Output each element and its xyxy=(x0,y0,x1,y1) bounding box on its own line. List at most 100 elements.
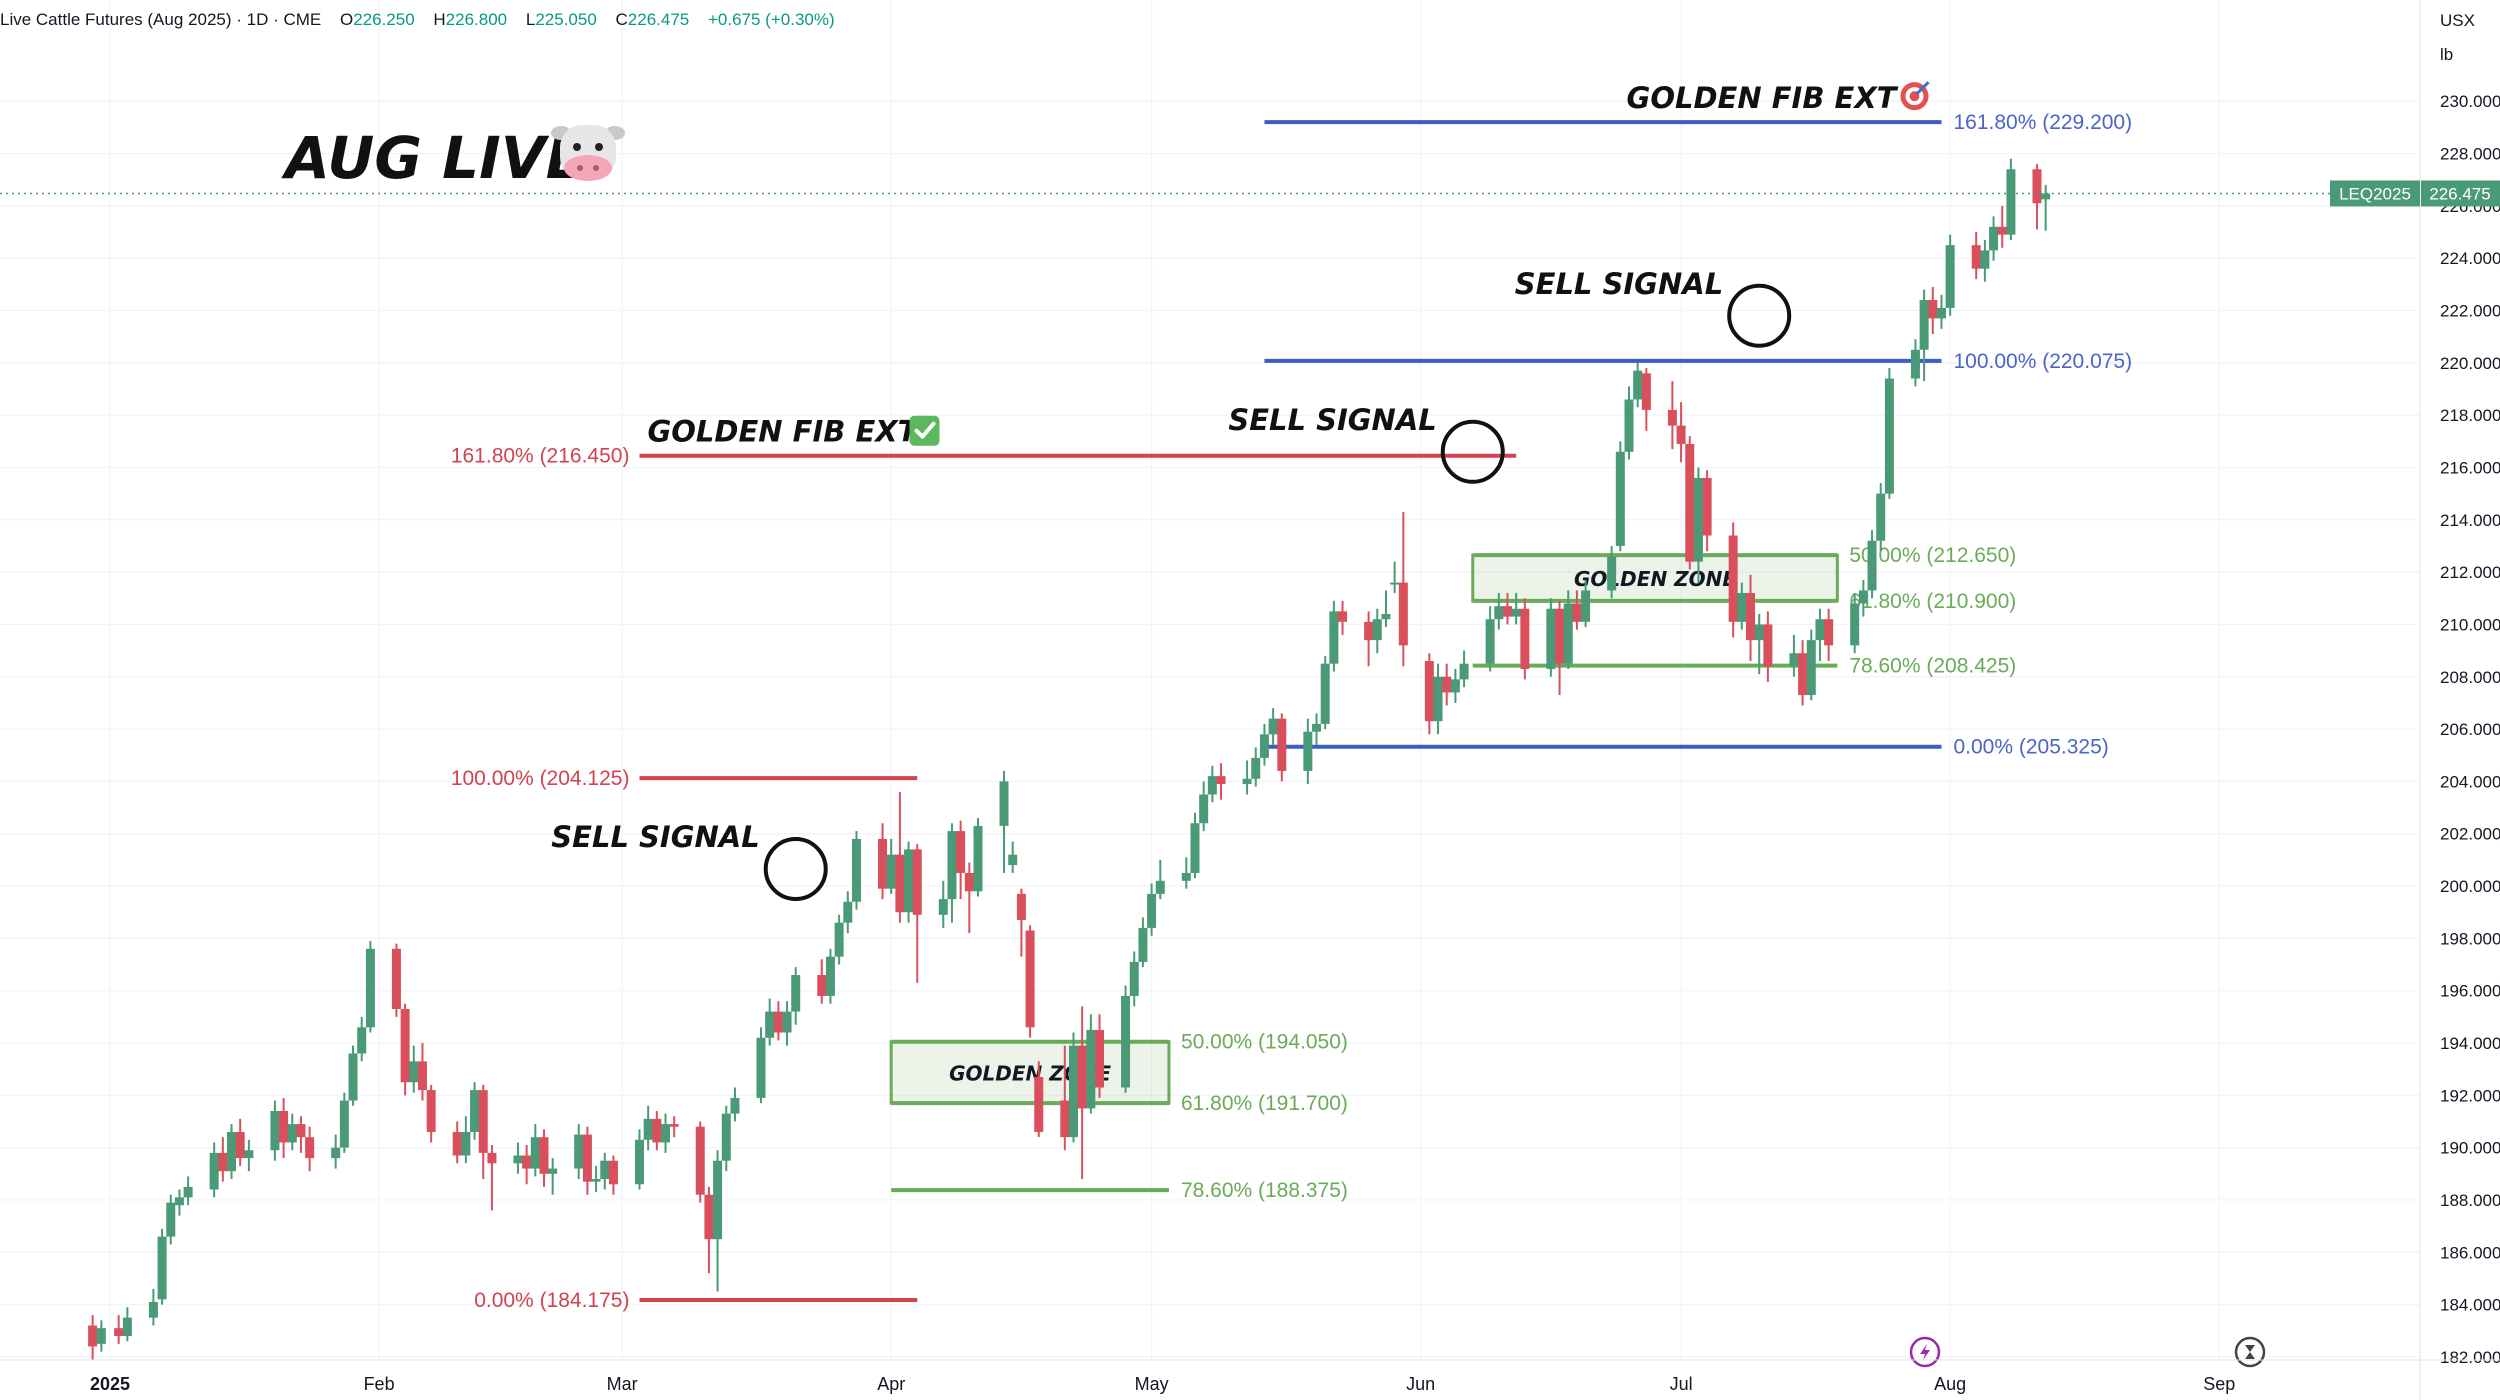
candle-body xyxy=(1147,893,1157,928)
candle-body xyxy=(1433,676,1443,722)
candle-body xyxy=(183,1186,193,1198)
candle-body xyxy=(1008,854,1018,866)
candle-body xyxy=(1511,608,1521,617)
y-tick-label: 190.000 xyxy=(2440,1139,2500,1158)
candle-body xyxy=(1572,603,1582,622)
candle-body xyxy=(1060,1100,1070,1138)
candle-body xyxy=(357,1027,367,1054)
candle-body xyxy=(548,1168,558,1174)
candle-body xyxy=(1303,731,1313,771)
candle-body xyxy=(947,831,957,900)
fib-level-label: 50.00% (194.050) xyxy=(1181,1031,1348,1054)
candle-body xyxy=(1095,1029,1105,1088)
candle-body xyxy=(166,1202,176,1237)
candle-body xyxy=(1259,734,1269,758)
y-tick-label: 196.000 xyxy=(2440,982,2500,1001)
candle-body xyxy=(1016,893,1026,921)
candle-body xyxy=(1798,653,1808,696)
lightning-icon[interactable] xyxy=(1909,1336,1941,1368)
candle-body xyxy=(1945,245,1955,308)
candle-body xyxy=(331,1147,341,1159)
candle-body xyxy=(279,1111,289,1143)
candle-body xyxy=(1138,927,1148,962)
currency-label: USX xyxy=(2440,11,2475,30)
candle-body xyxy=(114,1328,124,1336)
candle-body xyxy=(1312,723,1322,732)
lightning-icon-ring xyxy=(1909,1336,1941,1368)
candle-body xyxy=(1381,613,1391,620)
candle-body xyxy=(791,974,801,1012)
candle-body xyxy=(209,1152,219,1190)
candle-body xyxy=(1320,663,1330,724)
candle-body xyxy=(1068,1045,1078,1138)
open-label: O xyxy=(339,10,354,29)
candle-body xyxy=(1633,370,1643,400)
y-tick-label: 206.000 xyxy=(2440,720,2500,739)
candle-body xyxy=(1936,307,1946,319)
chart-title: AUG LIVE xyxy=(281,124,585,192)
candle-body xyxy=(1442,676,1452,693)
candle-body xyxy=(582,1134,592,1182)
candle-body xyxy=(825,956,835,996)
x-tick-label: 2025 xyxy=(90,1374,130,1394)
candle-body xyxy=(591,1179,601,1182)
y-tick-label: 194.000 xyxy=(2440,1034,2500,1053)
x-tick-label: Feb xyxy=(364,1374,395,1394)
candle-body xyxy=(522,1155,532,1169)
fib-level-label: 78.60% (208.425) xyxy=(1849,655,2016,678)
candle-body xyxy=(1398,582,1408,646)
candle-body xyxy=(904,849,914,913)
candle-body xyxy=(574,1134,584,1169)
fib-level-label: 161.80% (216.450) xyxy=(451,445,630,468)
candle-body xyxy=(1624,399,1634,452)
candle-body xyxy=(1997,226,2007,235)
candle-body xyxy=(1121,995,1131,1088)
check-mark-icon xyxy=(909,415,940,446)
symbol-tag-label: LEQ2025 xyxy=(2339,184,2411,203)
candle-body xyxy=(400,1008,410,1083)
candle-body xyxy=(773,1011,783,1033)
candle-body xyxy=(834,922,844,957)
fib-level-label: 61.80% (191.700) xyxy=(1181,1092,1348,1115)
y-tick-label: 214.000 xyxy=(2440,511,2500,530)
y-tick-label: 184.000 xyxy=(2440,1296,2500,1315)
y-tick-label: 198.000 xyxy=(2440,929,2500,948)
candle-body xyxy=(513,1155,523,1164)
x-tick-label: May xyxy=(1135,1374,1169,1394)
y-tick-label: 220.000 xyxy=(2440,354,2500,373)
target-dart xyxy=(1915,81,1930,96)
y-tick-label: 224.000 xyxy=(2440,249,2500,268)
x-tick-label: Jul xyxy=(1670,1374,1693,1394)
candle-body xyxy=(88,1325,98,1347)
x-tick-label: Jun xyxy=(1406,1374,1435,1394)
candle-body xyxy=(600,1160,610,1180)
candle-body xyxy=(1910,349,1920,379)
fib-level-label: 100.00% (220.075) xyxy=(1953,350,2132,373)
candle-body xyxy=(1581,590,1591,622)
candle-body xyxy=(1502,606,1512,617)
sell-signal-label: SELL SIGNAL xyxy=(1515,267,1723,301)
candle-body xyxy=(244,1150,254,1159)
hourglass-icon[interactable] xyxy=(2234,1336,2266,1368)
candle-body xyxy=(461,1131,471,1156)
candle-body xyxy=(1641,373,1651,410)
candle-body xyxy=(1607,556,1617,591)
candle-body xyxy=(1372,619,1382,641)
candle-body xyxy=(174,1197,184,1206)
candle-body xyxy=(227,1131,237,1172)
candle-body xyxy=(912,849,922,915)
candle-body xyxy=(96,1328,106,1344)
candle-body xyxy=(704,1194,714,1240)
close-value: 226.475 xyxy=(627,10,690,29)
candle-body xyxy=(695,1126,705,1195)
time-axis[interactable]: 2025 Feb Mar Apr May Jun Jul Aug Sep xyxy=(0,1359,2500,1394)
price-axis[interactable]: 182.000 184.000 186.000 188.000 190.000 192.0… xyxy=(2330,0,2500,1400)
candle-body xyxy=(756,1037,766,1098)
candle-body xyxy=(1555,608,1565,664)
candle-body xyxy=(1190,823,1200,873)
candle-body xyxy=(1928,300,1938,319)
candle-body xyxy=(886,854,896,889)
symbol-header: Live Cattle Futures (Aug 2025) · 1D · CM… xyxy=(0,0,835,40)
sell-signal-circle xyxy=(1727,283,1792,348)
